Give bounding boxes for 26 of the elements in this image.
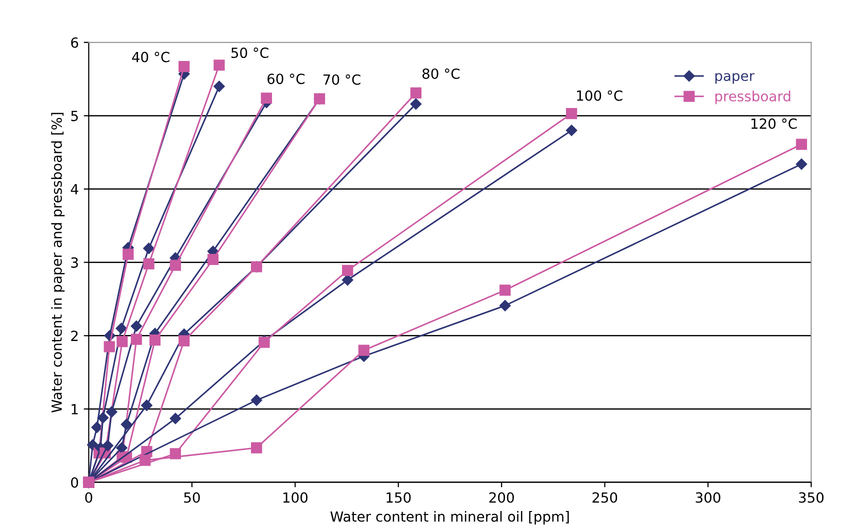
x-tick-label: 300 xyxy=(696,492,720,503)
y-tick-label: 0 xyxy=(71,477,78,488)
annotation: 60 °C xyxy=(268,74,305,84)
y-tick-label: 3 xyxy=(71,257,78,268)
legend-label: pressboard xyxy=(715,90,790,104)
y-tick-label: 5 xyxy=(71,110,78,122)
y-tick-label: 4 xyxy=(70,184,78,194)
y-axis-title: Water content in paper and pressboard [%] xyxy=(51,112,65,413)
legend-label: paper xyxy=(715,73,755,84)
x-tick-label: 50 xyxy=(184,492,200,503)
annotation: 100 °C xyxy=(577,90,622,101)
y-tick-label: 1 xyxy=(72,404,78,414)
y-tick-label: 2 xyxy=(71,330,78,341)
annotation: 70 °C xyxy=(324,74,360,85)
annotation: 50 °C xyxy=(231,48,268,58)
x-tick-label: 350 xyxy=(799,492,824,503)
annotation: 80 °C xyxy=(422,68,460,79)
y-tick-label: 6 xyxy=(71,37,78,48)
annotation: 120 °C xyxy=(751,118,797,129)
x-tick-label: 150 xyxy=(386,492,411,503)
x-axis-title: Water content in mineral oil [ppm] xyxy=(330,511,569,524)
x-tick-label: 100 xyxy=(283,492,308,503)
x-tick-label: 200 xyxy=(489,492,514,503)
x-tick-label: 0 xyxy=(85,492,92,503)
x-tick-label: 250 xyxy=(592,492,618,503)
annotation: 40 °C xyxy=(132,52,170,62)
